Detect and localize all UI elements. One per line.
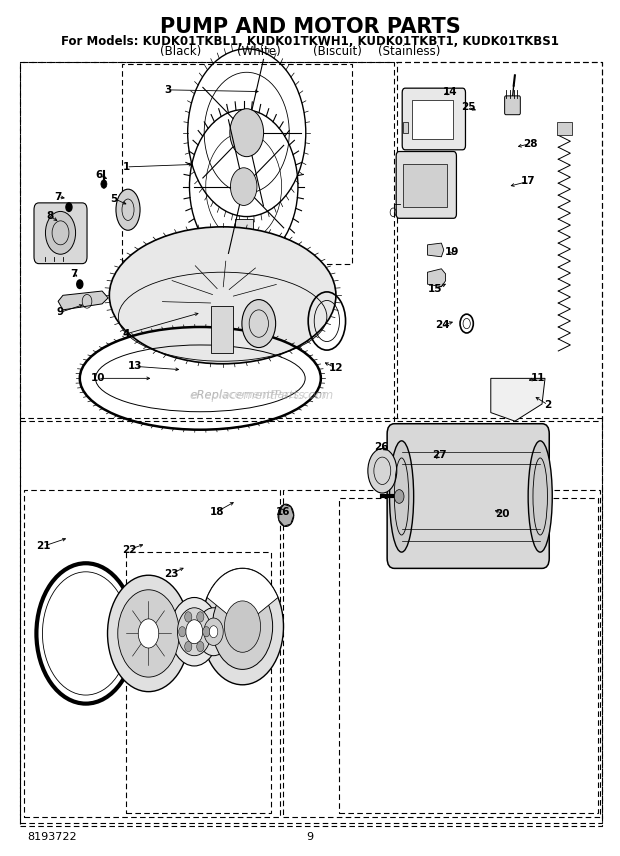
Text: eReplacementParts.com: eReplacementParts.com: [190, 389, 334, 402]
Ellipse shape: [116, 189, 140, 230]
Text: 19: 19: [445, 247, 459, 257]
Circle shape: [118, 590, 179, 677]
Text: 3: 3: [165, 85, 172, 95]
Text: (Biscuit): (Biscuit): [312, 45, 361, 58]
Bar: [412, 100, 453, 139]
Circle shape: [197, 608, 231, 656]
Text: 18: 18: [210, 507, 224, 517]
Circle shape: [107, 575, 190, 692]
Circle shape: [45, 211, 76, 254]
Text: 26: 26: [374, 442, 388, 452]
Text: 27: 27: [432, 450, 447, 461]
Bar: [211, 306, 234, 353]
Circle shape: [231, 168, 257, 205]
Ellipse shape: [109, 227, 336, 364]
Polygon shape: [491, 378, 545, 421]
Text: 8: 8: [46, 211, 53, 221]
Bar: [404, 164, 447, 207]
Wedge shape: [207, 568, 278, 627]
Ellipse shape: [528, 441, 552, 552]
Text: 1: 1: [123, 162, 130, 172]
Bar: [235, 219, 253, 264]
Circle shape: [202, 568, 283, 685]
Circle shape: [77, 280, 83, 288]
Text: 5: 5: [110, 193, 118, 204]
Text: 13: 13: [128, 361, 143, 372]
Text: 15: 15: [428, 284, 443, 294]
Text: 24: 24: [435, 320, 450, 330]
Text: 10: 10: [91, 373, 105, 383]
Text: 16: 16: [276, 507, 290, 517]
Text: 23: 23: [164, 568, 179, 579]
Circle shape: [197, 641, 204, 651]
Circle shape: [138, 619, 159, 648]
Circle shape: [278, 504, 294, 526]
Polygon shape: [279, 504, 294, 526]
Bar: [20, 418, 602, 823]
Bar: [126, 552, 271, 813]
Circle shape: [101, 180, 107, 188]
Circle shape: [66, 203, 72, 211]
Text: (White): (White): [237, 45, 281, 58]
Circle shape: [394, 490, 404, 503]
Bar: [397, 62, 602, 421]
Circle shape: [204, 618, 223, 645]
Text: 7: 7: [55, 192, 62, 202]
Circle shape: [186, 620, 203, 644]
Text: (Stainless): (Stainless): [378, 45, 441, 58]
Circle shape: [185, 641, 192, 651]
Text: 28: 28: [523, 139, 537, 149]
Text: 9: 9: [306, 832, 314, 842]
Circle shape: [203, 627, 210, 637]
Bar: [20, 62, 602, 826]
Circle shape: [224, 601, 260, 652]
Text: 2: 2: [544, 400, 552, 410]
Text: 11: 11: [531, 373, 545, 383]
Text: 6: 6: [95, 170, 103, 181]
Text: PUMP AND MOTOR PARTS: PUMP AND MOTOR PARTS: [159, 17, 461, 38]
Circle shape: [170, 597, 218, 666]
Text: 12: 12: [329, 363, 343, 373]
Circle shape: [177, 608, 211, 656]
Bar: [24, 490, 280, 817]
Circle shape: [179, 627, 186, 637]
Text: 7: 7: [70, 269, 78, 279]
FancyBboxPatch shape: [387, 424, 549, 568]
Bar: [557, 122, 572, 135]
Text: 22: 22: [122, 544, 136, 555]
Circle shape: [242, 300, 276, 348]
FancyBboxPatch shape: [505, 96, 520, 115]
Text: 25: 25: [461, 102, 475, 112]
Bar: [404, 122, 408, 133]
Circle shape: [213, 584, 273, 669]
FancyBboxPatch shape: [396, 152, 456, 218]
Text: 20: 20: [495, 508, 510, 519]
Text: (Black): (Black): [160, 45, 201, 58]
Bar: [339, 498, 598, 813]
Polygon shape: [428, 243, 444, 257]
Circle shape: [197, 612, 204, 622]
Circle shape: [185, 612, 192, 622]
Polygon shape: [428, 269, 446, 287]
Polygon shape: [58, 291, 108, 310]
Text: 21: 21: [37, 541, 51, 551]
Bar: [122, 64, 352, 264]
FancyBboxPatch shape: [402, 88, 466, 150]
Bar: [20, 62, 394, 421]
Ellipse shape: [368, 449, 397, 493]
Bar: [283, 490, 600, 817]
Text: 14: 14: [443, 87, 457, 98]
Text: 9: 9: [56, 307, 63, 318]
Text: eReplacementParts.com: eReplacementParts.com: [190, 390, 327, 401]
Text: 8193722: 8193722: [27, 832, 76, 842]
Circle shape: [210, 626, 218, 638]
FancyBboxPatch shape: [34, 203, 87, 264]
Text: For Models: KUDK01TKBL1, KUDK01TKWH1, KUDK01TKBT1, KUDK01TKBS1: For Models: KUDK01TKBL1, KUDK01TKWH1, KU…: [61, 34, 559, 48]
Text: 4: 4: [123, 329, 130, 339]
Circle shape: [230, 109, 264, 157]
Text: 17: 17: [521, 176, 536, 187]
Ellipse shape: [389, 441, 414, 552]
